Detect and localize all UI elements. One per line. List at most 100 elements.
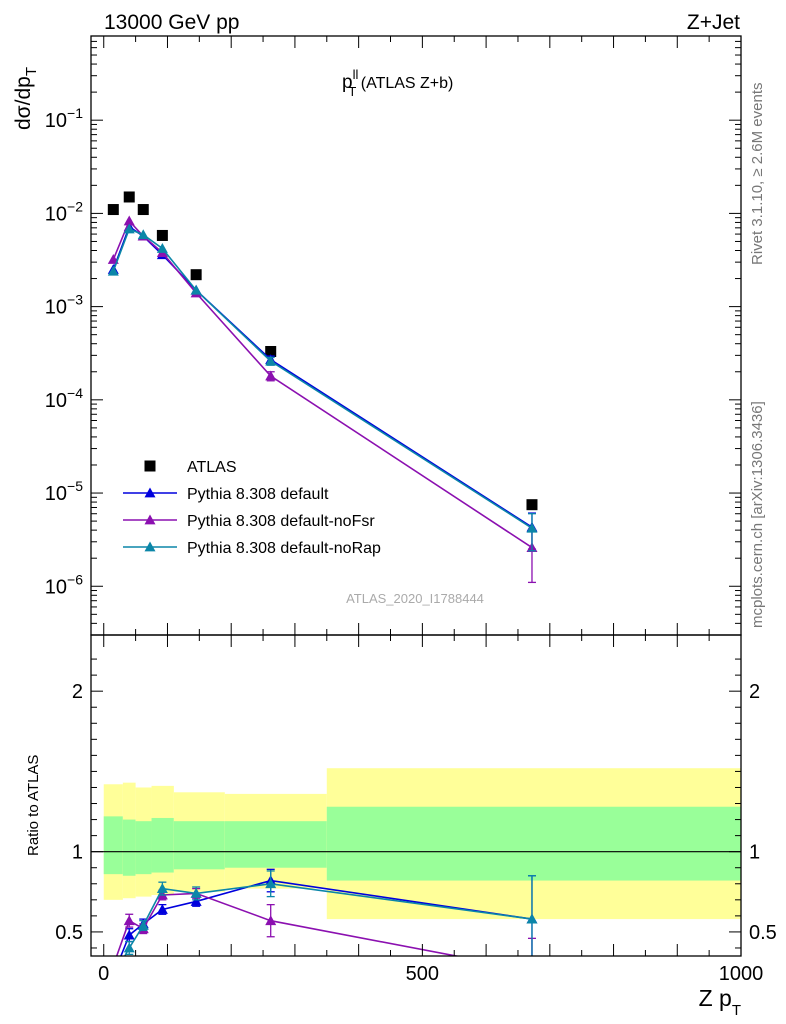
series-line	[112, 227, 533, 529]
ratio-point	[156, 883, 168, 893]
top-y-tick-label: 10−3	[45, 292, 83, 319]
top-y-tick-mantissa: 10	[45, 203, 67, 225]
legend-label: Pythia 8.308 default-noRap	[187, 540, 381, 557]
series-3	[107, 223, 538, 552]
band-green-4	[173, 821, 225, 870]
x-axis-label: Z pT	[699, 985, 741, 1019]
header-left-label: 13000 GeV pp	[104, 11, 239, 34]
legend-marker	[144, 460, 156, 472]
legend-label: ATLAS	[187, 459, 237, 476]
bottom-y-tick-label-right: 2	[749, 681, 760, 703]
plot-title-sup: ll	[353, 67, 359, 82]
top-y-tick-label: 10−5	[45, 478, 83, 505]
top-y-tick-mantissa: 10	[45, 110, 67, 132]
legend-label: Pythia 8.308 default-noFsr	[187, 513, 375, 530]
ratio-point	[123, 942, 135, 953]
bottom-y-tick-label-right: 0.5	[749, 922, 777, 944]
top-y-tick-label: 10−6	[45, 571, 83, 598]
legend-entry-2: Pythia 8.308 default-noFsr	[123, 513, 375, 530]
ratio-point	[265, 915, 277, 926]
ratio-point	[108, 970, 119, 980]
ratio-bands	[91, 768, 741, 920]
top-y-axis-label-main: dσ/dp	[12, 76, 35, 130]
data-point-triangle	[137, 229, 149, 240]
ratio-series-layer	[108, 868, 538, 981]
plot-title-suffix: (ATLAS Z+b)	[356, 75, 453, 92]
band-green-2	[135, 821, 152, 875]
ratio-point	[108, 971, 119, 981]
top-y-tick-exponent: −5	[67, 478, 83, 494]
data-point-square	[107, 204, 119, 216]
top-y-tick-mantissa: 10	[45, 390, 67, 412]
data-point-triangle	[107, 254, 119, 264]
top-y-tick-mantissa: 10	[45, 483, 67, 505]
ratio-point	[190, 887, 202, 898]
bottom-y-tick-label: 0.5	[55, 922, 83, 944]
plot-title-sub: T	[348, 84, 356, 99]
legend-marker	[144, 541, 156, 552]
bottom-y-tick-label: 1	[72, 842, 83, 864]
data-point-triangle	[123, 215, 135, 226]
data-point-square	[265, 345, 277, 357]
bottom-axes: 0 500 1000 0.5 0.5 1 1 2 2	[55, 634, 777, 985]
top-y-tick-mantissa: 10	[45, 297, 67, 319]
ratio-point	[190, 895, 202, 906]
x-tick-label: 1000	[719, 963, 764, 985]
band-green-1	[122, 819, 136, 876]
legend-entry-0: ATLAS	[144, 459, 237, 476]
ratio-point	[156, 903, 168, 914]
top-axes: 10−110−210−310−410−510−6	[45, 35, 742, 636]
ratio-point	[265, 878, 277, 889]
bottom-y-tick-label-right: 1	[749, 842, 760, 864]
top-y-tick-exponent: −2	[67, 198, 83, 214]
top-y-tick-label: 10−2	[45, 198, 83, 225]
data-point-square	[137, 204, 149, 216]
top-series-layer	[107, 191, 538, 584]
top-y-tick-exponent: −1	[67, 105, 83, 121]
bottom-y-axis-label: Ratio to ATLAS	[25, 755, 42, 856]
legend-marker	[144, 487, 156, 498]
band-green-5	[224, 821, 327, 868]
mcplots-label: mcplots.cern.ch [arXiv:1306.3436]	[749, 401, 766, 628]
data-point-triangle	[190, 284, 202, 295]
ratio-series-2	[108, 870, 538, 981]
top-y-tick-exponent: −6	[67, 571, 83, 587]
top-y-axis-label-sub: T	[23, 67, 40, 76]
legend-entry-3: Pythia 8.308 default-noRap	[123, 540, 381, 557]
x-axis-label-sub: T	[732, 1002, 741, 1019]
top-y-tick-exponent: −4	[67, 385, 83, 401]
top-y-tick-label: 10−4	[45, 385, 83, 412]
series-0	[107, 191, 538, 511]
x-tick-label: 500	[406, 963, 439, 985]
header-right-label: Z+Jet	[687, 11, 740, 34]
data-point-triangle	[156, 243, 168, 253]
data-point-square	[526, 499, 538, 511]
ratio-point	[526, 965, 537, 975]
legend-entry-1: Pythia 8.308 default	[123, 486, 329, 503]
ratio-point	[137, 920, 149, 930]
top-y-tick-mantissa: 10	[45, 576, 67, 598]
band-green-0	[103, 816, 123, 875]
legend-label: Pythia 8.308 default	[187, 486, 329, 503]
plot-title-main: p	[342, 72, 353, 93]
x-axis-label-main: Z p	[699, 985, 732, 1011]
ratio-point	[123, 929, 135, 940]
bottom-frame	[90, 634, 742, 957]
data-point-triangle	[123, 223, 135, 234]
data-point-triangle	[265, 355, 277, 366]
plot-title: pll T (ATLAS Z+b)	[342, 67, 453, 99]
legend: ATLAS Pythia 8.308 default Pythia 8.308 de…	[123, 459, 381, 557]
ratio-point	[526, 913, 538, 924]
band-green-3	[151, 817, 174, 873]
top-y-axis-label: dσ/dpT	[12, 67, 40, 130]
data-point-square	[190, 269, 202, 281]
x-tick-label: 0	[98, 963, 109, 985]
rivet-version-label: Rivet 3.1.10, ≥ 2.6M events	[749, 83, 766, 266]
data-point-square	[123, 191, 135, 203]
ratio-point	[108, 960, 119, 970]
series-line	[112, 225, 533, 528]
band-green-6	[326, 806, 741, 881]
legend-marker	[144, 514, 156, 525]
data-point-triangle	[107, 265, 119, 276]
